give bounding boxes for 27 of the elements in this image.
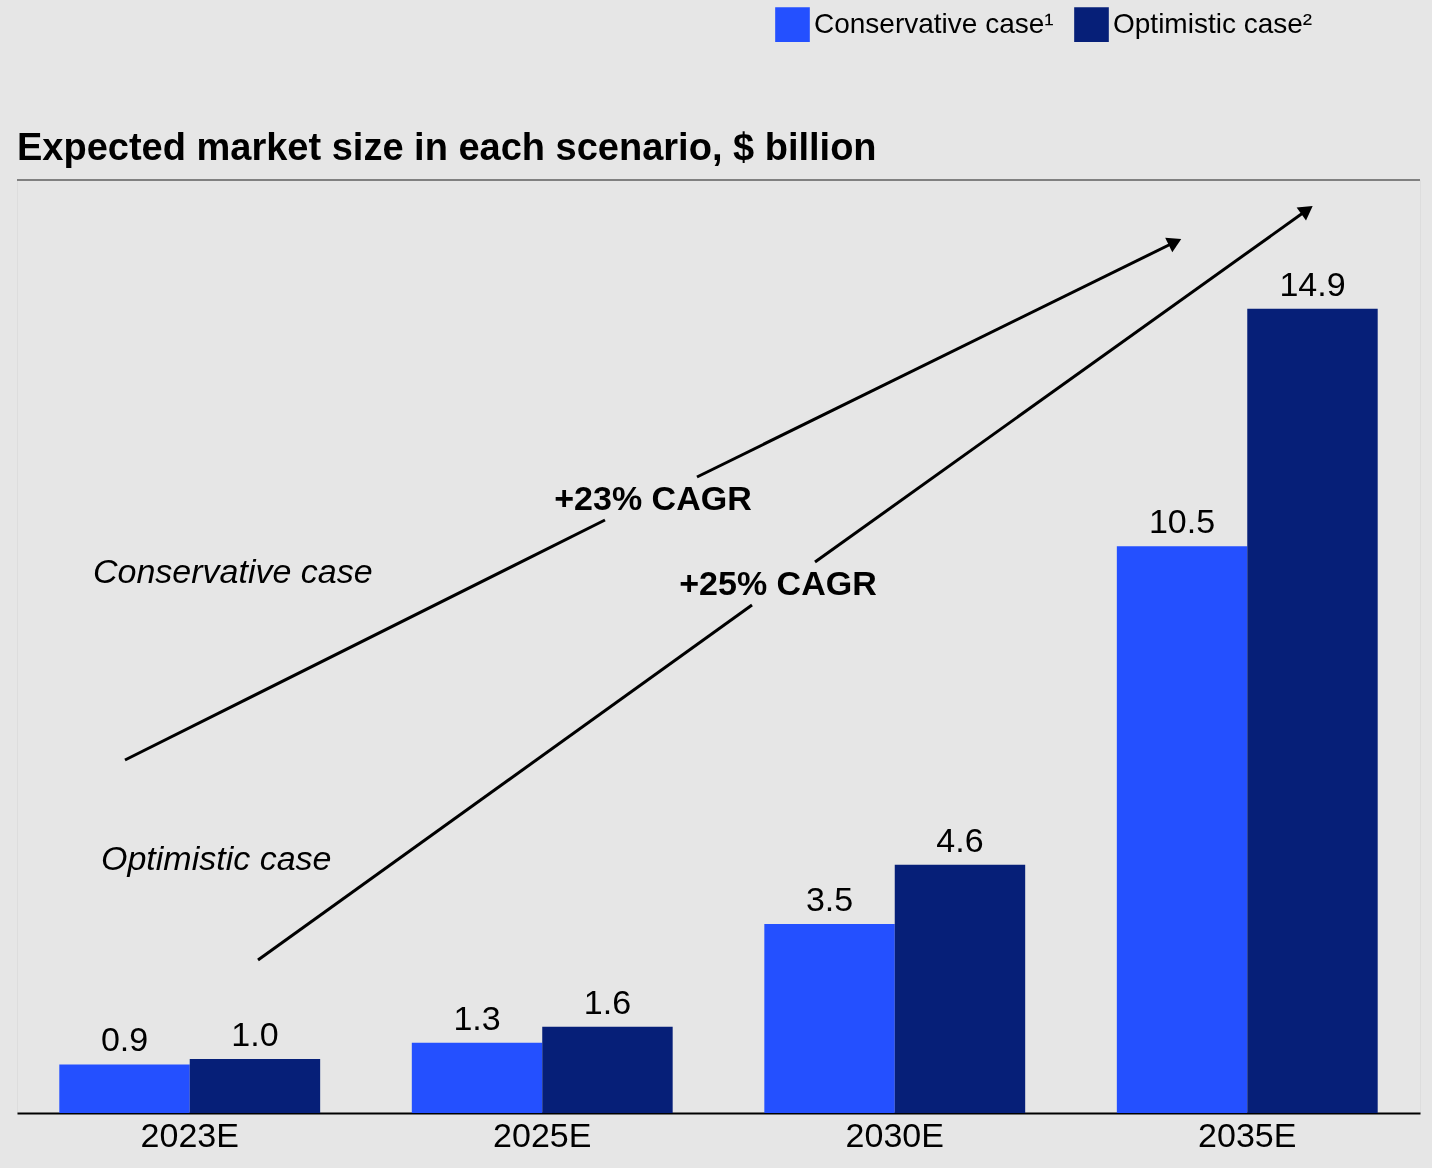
bar bbox=[542, 1026, 673, 1113]
data-label: 4.6 bbox=[936, 820, 984, 859]
bar bbox=[1116, 546, 1248, 1113]
data-label: 1.6 bbox=[583, 982, 632, 1021]
bar bbox=[189, 1059, 321, 1113]
bar bbox=[1247, 308, 1378, 1113]
legend-label: Conservative case¹ bbox=[814, 7, 1054, 39]
data-label: 14.9 bbox=[1279, 264, 1346, 303]
data-label: 10.5 bbox=[1148, 502, 1216, 541]
legend-label: Optimistic case² bbox=[1113, 7, 1313, 39]
annotation: +25% CAGR bbox=[679, 564, 877, 602]
annotation: Conservative case bbox=[93, 552, 373, 590]
data-label: 1.3 bbox=[453, 998, 501, 1037]
data-label: 1.0 bbox=[231, 1015, 279, 1054]
chart-title: Expected market size in each scenario, $ billion bbox=[17, 126, 877, 168]
annotation: Optimistic case bbox=[101, 839, 332, 877]
bar bbox=[764, 924, 895, 1113]
data-label: 0.9 bbox=[100, 1020, 149, 1059]
annotation: +23% CAGR bbox=[554, 479, 752, 517]
bar bbox=[59, 1064, 190, 1113]
x-tick-label: 2025E bbox=[493, 1115, 592, 1154]
x-tick-label: 2030E bbox=[845, 1115, 944, 1154]
x-tick-label: 2023E bbox=[140, 1115, 239, 1154]
data-label: 3.5 bbox=[805, 880, 854, 919]
bar bbox=[894, 864, 1026, 1113]
x-tick-label: 2035E bbox=[1198, 1115, 1297, 1154]
bar bbox=[411, 1042, 543, 1113]
